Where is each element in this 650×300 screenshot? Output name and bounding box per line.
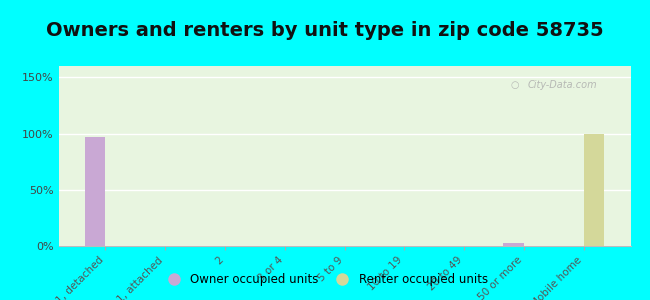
Text: City-Data.com: City-Data.com xyxy=(528,80,597,90)
Bar xyxy=(584,134,605,246)
Text: Owners and renters by unit type in zip code 58735: Owners and renters by unit type in zip c… xyxy=(46,21,604,40)
Text: ○: ○ xyxy=(510,80,519,90)
Legend: Owner occupied units, Renter occupied units: Owner occupied units, Renter occupied un… xyxy=(157,269,493,291)
Bar xyxy=(503,243,524,246)
Bar xyxy=(84,137,105,246)
